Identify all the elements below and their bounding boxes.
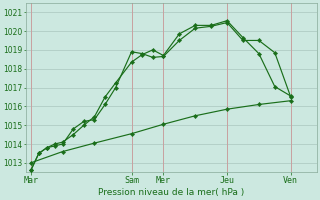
X-axis label: Pression niveau de la mer( hPa ): Pression niveau de la mer( hPa ) [98, 188, 244, 197]
